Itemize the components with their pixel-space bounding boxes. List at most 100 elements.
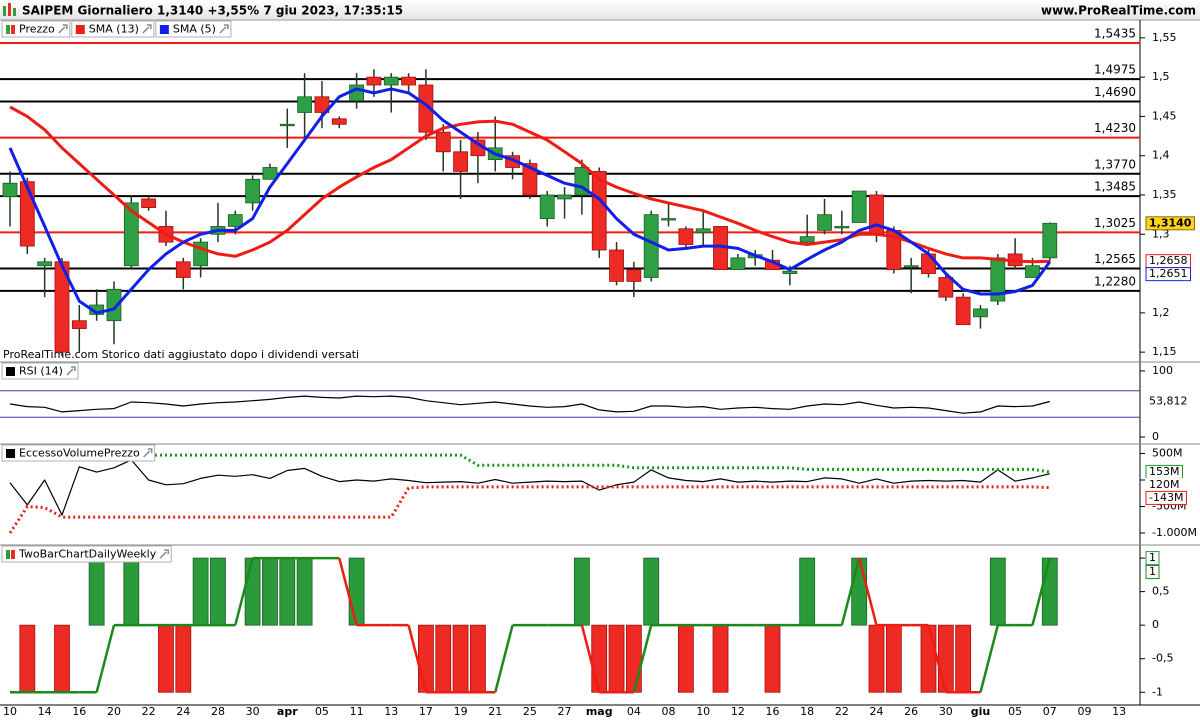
legend-icon	[6, 449, 15, 458]
oscillator-segment	[580, 624, 601, 693]
legend-label: RSI (14)	[19, 365, 63, 378]
level-label: 1,4690	[1094, 85, 1136, 99]
candle-body	[903, 265, 919, 268]
x-tick-label: 13	[384, 705, 398, 718]
bar	[279, 557, 296, 626]
y-tick-label: 1,35	[1152, 188, 1177, 201]
chart-title: SAIPEM Giornaliero 1,3140 +3,55% 7 giu 2…	[22, 4, 403, 18]
candle-body	[938, 277, 954, 298]
level-label: 1,5435	[1094, 26, 1136, 40]
bar	[88, 557, 105, 626]
series-line	[10, 453, 1051, 474]
legend-settings-icon	[66, 366, 76, 376]
x-tick-label: 14	[38, 705, 52, 718]
candle-body	[851, 190, 867, 223]
candle-body	[349, 84, 365, 102]
candle-body	[418, 84, 434, 133]
candle-body	[71, 320, 87, 329]
series-line	[8, 485, 1050, 534]
legend-icon	[6, 367, 15, 376]
value-badge: 1	[1145, 565, 1160, 580]
legend-label: Prezzo	[19, 23, 55, 36]
level-label: 1,2280	[1094, 274, 1136, 288]
y-tick-label: 0,5	[1152, 585, 1170, 598]
candle-body	[591, 171, 607, 251]
x-tick-label: 05	[1008, 705, 1022, 718]
y-tick-label: -1.000M	[1152, 526, 1197, 539]
x-tick-label: 10	[3, 705, 17, 718]
bar	[418, 624, 434, 693]
legend-icon	[11, 550, 15, 559]
legend-item: EccessoVolumePrezzo	[1, 444, 156, 462]
legend-box	[1, 444, 156, 462]
oscillator-segment	[494, 624, 514, 693]
y-tick-label: -0,5	[1152, 652, 1173, 665]
x-tick-label: mag	[586, 705, 613, 718]
oscillator-segment	[979, 624, 1000, 693]
level-label: 1,4975	[1094, 63, 1136, 77]
y-tick-label: 1,2	[1152, 306, 1170, 319]
value-badge: 53,812	[1145, 394, 1191, 409]
candle-body	[175, 261, 191, 278]
bar	[851, 557, 868, 626]
chart-note: ProRealTime.com Storico dati aggiustato …	[3, 348, 359, 361]
value-badge: 1,3140	[1145, 216, 1195, 231]
badge-label: 1,2651	[1149, 267, 1188, 280]
oscillator-segment	[338, 557, 358, 626]
y-tick-label: 1,3	[1152, 227, 1170, 240]
candle-body	[609, 249, 624, 282]
value-badge: -143M	[1145, 490, 1187, 505]
oscillator-segment	[234, 557, 254, 626]
legend-item: SMA (13)	[71, 20, 155, 38]
candle-body	[817, 214, 832, 231]
bar	[175, 624, 192, 693]
x-tick-label: 16	[766, 705, 780, 718]
x-tick-label: 13	[1112, 705, 1126, 718]
candle-body	[990, 257, 1006, 302]
badge-box	[1145, 394, 1191, 409]
bar	[608, 624, 625, 693]
badge-box	[1145, 565, 1160, 580]
x-tick-label: giu	[971, 705, 990, 718]
x-tick-label: 17	[419, 705, 433, 718]
legend-item: SMA (5)	[155, 20, 232, 38]
y-tick-label: 1,5	[1152, 70, 1170, 83]
y-tick-label: 0	[1152, 430, 1159, 443]
candle-body	[279, 123, 295, 127]
x-tick-label: 24	[870, 705, 884, 718]
oscillator-segment	[927, 624, 948, 693]
x-tick-label: 22	[835, 705, 849, 718]
candle-body	[2, 182, 18, 197]
bar	[435, 624, 452, 693]
candle-body	[331, 118, 347, 125]
bar	[262, 557, 278, 626]
candle-body	[435, 131, 451, 153]
bar	[470, 624, 486, 693]
legend-settings-icon	[143, 448, 153, 458]
x-tick-label: 08	[662, 705, 676, 718]
candle-body	[626, 269, 642, 282]
bar	[244, 557, 261, 626]
legend-box	[1, 362, 79, 380]
bar	[210, 557, 226, 626]
value-badge: 120M	[1145, 477, 1183, 492]
legend-box	[1, 20, 71, 38]
candle-body	[297, 96, 313, 113]
y-tick-label: 1,55	[1152, 31, 1177, 44]
candle-body	[123, 202, 139, 267]
y-tick-label: 1,15	[1152, 345, 1177, 358]
bar	[920, 624, 937, 693]
bar	[955, 624, 972, 693]
level-label: 1,2565	[1094, 252, 1136, 266]
level-label: 1,3025	[1094, 216, 1136, 230]
x-tick-label: 18	[800, 705, 814, 718]
candle-body	[921, 253, 936, 274]
oscillator-segment	[857, 557, 878, 626]
series-line	[9, 395, 1050, 414]
bar	[158, 624, 174, 693]
bar	[677, 624, 694, 693]
y-tick-label: 500M	[1152, 447, 1183, 460]
badge-label: 1	[1149, 551, 1156, 564]
